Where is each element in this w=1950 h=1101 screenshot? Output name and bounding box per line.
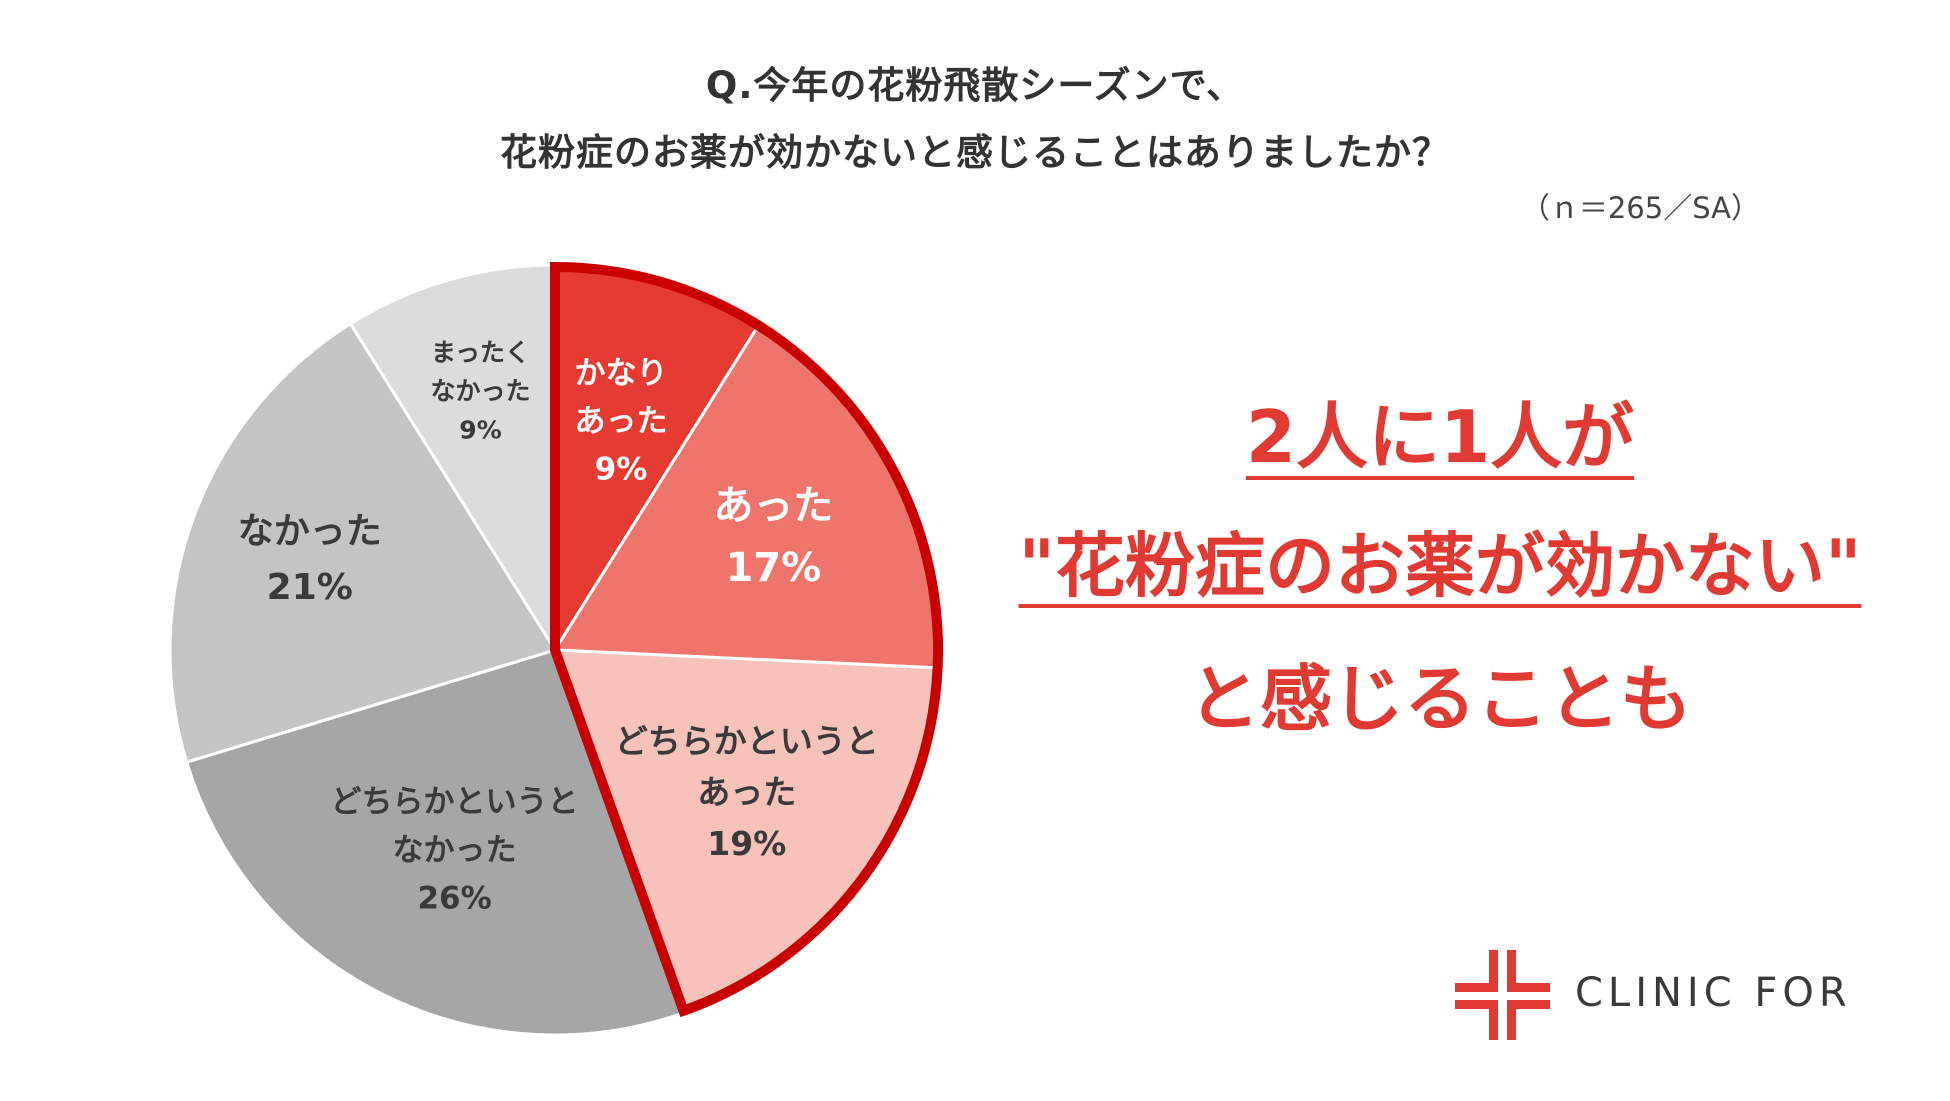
sample-size-note: （ｎ＝265／SA） [1520, 191, 1760, 225]
slice-percent-label: 21% [267, 567, 353, 608]
pie-slice [168, 321, 558, 764]
slice-category-label: なかった [238, 511, 382, 552]
slice-category-label: かなり [574, 355, 667, 391]
headline-line-1: 2人に1人が [960, 378, 1920, 483]
slice-percent-label: 9% [595, 451, 648, 487]
slice-category-label: なかった [393, 832, 517, 868]
headline-line-3: と感じることも [1187, 657, 1692, 741]
pie-slice [184, 648, 687, 1037]
chart-title-line-2: 花粉症のお薬が効かないと感じることはありましたか？ [500, 131, 1450, 174]
slice-category-label: まったく [431, 338, 530, 367]
chart-title-line-1: Q.今年の花粉飛散シーズンで、 [705, 64, 1245, 107]
headline-line-1-text: 2人に1人が [1245, 395, 1635, 479]
slice-category-label: あった [574, 403, 667, 439]
slice-category-label: なかった [431, 377, 531, 406]
slice-category-label: あった [713, 483, 833, 529]
slice-percent-label: 17% [725, 545, 821, 591]
slice-percent-label: 9% [459, 415, 501, 444]
slice-category-label: どちらかというと [331, 784, 579, 820]
slice-category-label: どちらかというと [615, 722, 879, 761]
clinic-for-cross-logo-icon [1455, 950, 1550, 1040]
clinic-for-logo-text: CLINIC FOR [1575, 970, 1852, 1016]
slice-percent-label: 26% [417, 880, 491, 916]
clinic-for-logo: CLINIC FOR [1455, 950, 1855, 1040]
pie-slice [348, 263, 557, 656]
headline-line-2: "花粉症のお薬が効かない" [960, 510, 1920, 611]
slice-percent-label: 19% [707, 824, 786, 863]
pie-labels: かなりあった9%あった17%どちらかというとあった19%どちらかというとなかった… [238, 338, 879, 916]
slice-category-label: あった [697, 773, 796, 812]
pie-chart: かなりあった9%あった17%どちらかというとあった19%どちらかというとなかった… [168, 261, 944, 1037]
highlight-border [550, 261, 944, 1018]
headline-line-2-text: "花粉症のお薬が効かない" [1018, 525, 1862, 607]
